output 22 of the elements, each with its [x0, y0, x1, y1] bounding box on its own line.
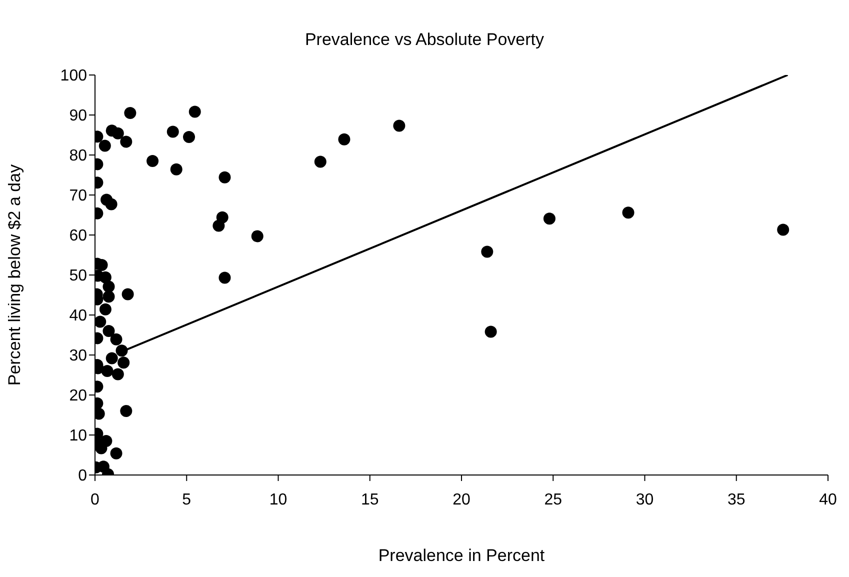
x-tick-label: 25: [544, 491, 562, 508]
x-tick-label: 0: [90, 491, 100, 508]
y-tick-label: 60: [69, 228, 88, 245]
y-tick-label: 90: [69, 108, 88, 125]
x-tick-label: 30: [636, 491, 654, 508]
x-tick-label: 35: [727, 491, 746, 508]
y-tick-label: 0: [78, 468, 88, 485]
y-tick-label: 80: [69, 148, 88, 165]
y-tick-label: 100: [60, 68, 88, 85]
y-tick-label: 40: [69, 308, 88, 325]
y-tick-label: 70: [69, 188, 88, 205]
x-tick-label: 5: [182, 491, 192, 508]
chart-title: Prevalence vs Absolute Poverty: [304, 30, 546, 50]
x-tick-label: 15: [360, 491, 379, 508]
y-tick-label: 10: [69, 428, 88, 445]
x-tick-label: 10: [269, 491, 288, 508]
x-axis-title: Prevalence in Percent: [378, 546, 545, 565]
y-tick-label: 20: [69, 388, 88, 405]
x-tick-label: 40: [819, 491, 837, 508]
y-tick-label: 50: [69, 268, 88, 285]
y-tick-label: 30: [69, 348, 88, 365]
x-tick-label: 20: [452, 491, 470, 508]
